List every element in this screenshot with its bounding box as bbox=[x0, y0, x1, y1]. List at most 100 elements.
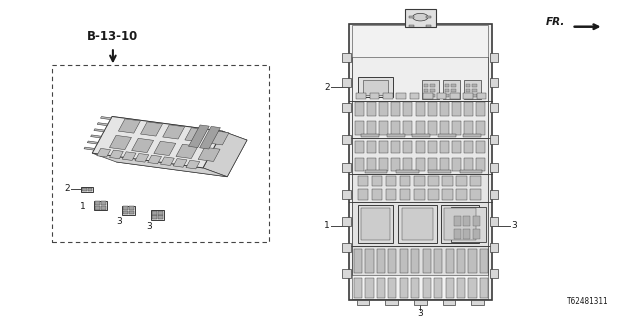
Bar bbox=[472, 89, 477, 92]
Bar bbox=[460, 170, 483, 173]
Bar bbox=[388, 249, 396, 273]
Bar bbox=[422, 80, 438, 99]
Bar bbox=[490, 78, 499, 87]
Bar bbox=[81, 188, 93, 192]
Bar bbox=[152, 215, 157, 219]
Bar bbox=[440, 140, 449, 153]
Bar bbox=[457, 278, 465, 298]
Polygon shape bbox=[109, 135, 131, 150]
Bar bbox=[472, 84, 477, 87]
Bar bbox=[342, 217, 351, 226]
Bar bbox=[452, 140, 461, 153]
Bar bbox=[380, 121, 388, 135]
Bar bbox=[363, 80, 388, 95]
Bar bbox=[396, 93, 406, 99]
Bar bbox=[464, 102, 473, 116]
Bar bbox=[401, 208, 433, 240]
Polygon shape bbox=[198, 147, 220, 161]
Polygon shape bbox=[122, 152, 136, 160]
Bar bbox=[358, 176, 369, 186]
Bar bbox=[385, 300, 398, 305]
Text: 1: 1 bbox=[324, 221, 330, 230]
Bar bbox=[473, 216, 480, 226]
Polygon shape bbox=[87, 141, 98, 144]
Bar bbox=[405, 9, 436, 27]
Bar bbox=[428, 158, 436, 171]
Bar bbox=[456, 176, 467, 186]
Bar bbox=[342, 135, 351, 144]
Bar bbox=[353, 202, 488, 246]
Bar bbox=[422, 249, 431, 273]
Bar bbox=[355, 102, 364, 116]
Bar bbox=[422, 278, 431, 298]
Bar bbox=[457, 249, 465, 273]
Bar bbox=[490, 163, 499, 172]
Bar bbox=[349, 24, 492, 300]
Bar bbox=[387, 189, 396, 200]
Bar bbox=[423, 93, 433, 99]
Bar bbox=[400, 176, 410, 186]
Bar bbox=[424, 94, 428, 97]
Bar bbox=[472, 94, 477, 97]
Text: B-13-10: B-13-10 bbox=[87, 29, 138, 43]
Bar bbox=[441, 205, 479, 243]
Bar bbox=[367, 140, 376, 153]
Bar bbox=[380, 140, 388, 153]
Bar bbox=[480, 249, 488, 273]
Bar bbox=[403, 121, 412, 135]
Text: FR.: FR. bbox=[546, 17, 565, 27]
Bar bbox=[490, 269, 499, 278]
Bar bbox=[451, 94, 456, 97]
Bar bbox=[454, 216, 461, 226]
Polygon shape bbox=[97, 148, 111, 157]
Bar bbox=[158, 211, 163, 215]
Bar bbox=[445, 278, 454, 298]
Polygon shape bbox=[173, 159, 187, 167]
Text: 2: 2 bbox=[324, 83, 330, 92]
Bar bbox=[452, 121, 461, 135]
Bar bbox=[464, 140, 473, 153]
Polygon shape bbox=[132, 138, 154, 153]
Bar bbox=[362, 208, 390, 240]
Polygon shape bbox=[116, 125, 247, 177]
Bar bbox=[399, 249, 408, 273]
Bar bbox=[367, 158, 376, 171]
Bar bbox=[100, 206, 106, 210]
Bar bbox=[412, 134, 430, 137]
Bar bbox=[451, 84, 456, 87]
Bar bbox=[470, 189, 481, 200]
Bar bbox=[411, 249, 419, 273]
Text: 1: 1 bbox=[80, 202, 86, 211]
Text: 3: 3 bbox=[116, 217, 122, 226]
Bar bbox=[463, 216, 470, 226]
Bar bbox=[356, 93, 366, 99]
Bar bbox=[342, 190, 351, 199]
Bar bbox=[100, 201, 106, 205]
Bar bbox=[129, 206, 134, 210]
Bar bbox=[464, 158, 473, 171]
Text: T62481311: T62481311 bbox=[567, 298, 609, 307]
Bar bbox=[403, 158, 412, 171]
Bar bbox=[463, 229, 470, 238]
Bar bbox=[129, 211, 134, 214]
Bar bbox=[480, 278, 488, 298]
Polygon shape bbox=[100, 116, 111, 120]
Bar bbox=[354, 249, 362, 273]
Bar bbox=[342, 78, 351, 87]
Bar bbox=[383, 93, 393, 99]
Bar bbox=[415, 140, 424, 153]
Bar bbox=[151, 210, 164, 220]
Bar bbox=[370, 93, 380, 99]
Bar bbox=[428, 102, 436, 116]
Bar bbox=[414, 176, 424, 186]
Polygon shape bbox=[92, 153, 227, 177]
Polygon shape bbox=[91, 135, 101, 138]
Bar bbox=[476, 121, 485, 135]
Bar bbox=[454, 229, 461, 238]
Bar bbox=[490, 243, 499, 252]
Bar bbox=[442, 189, 452, 200]
Bar bbox=[471, 300, 484, 305]
Bar bbox=[365, 249, 374, 273]
Bar bbox=[342, 163, 351, 172]
Bar bbox=[444, 208, 476, 240]
